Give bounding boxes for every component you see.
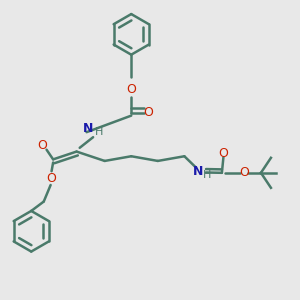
Text: N: N (83, 122, 94, 135)
Text: O: O (143, 106, 153, 119)
Text: N: N (193, 165, 203, 178)
Text: O: O (46, 172, 56, 184)
Text: H: H (95, 127, 103, 136)
Text: O: O (239, 166, 249, 179)
Text: H: H (203, 170, 212, 180)
Text: O: O (218, 147, 228, 160)
Text: O: O (126, 82, 136, 96)
Text: O: O (37, 139, 47, 152)
